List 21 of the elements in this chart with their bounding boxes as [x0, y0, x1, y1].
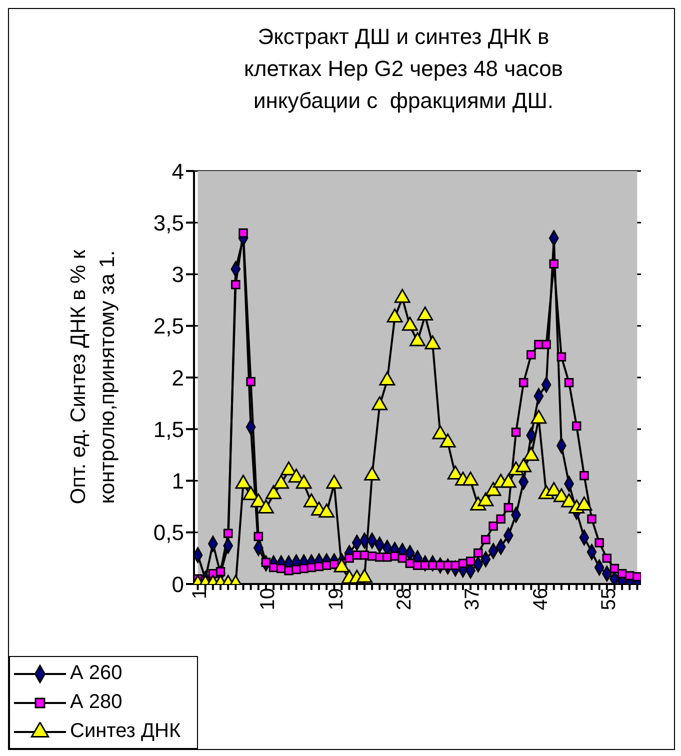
legend-label: А 280: [70, 691, 122, 714]
x-tick-label: 37: [462, 588, 484, 610]
y-tick-label: 3: [172, 262, 184, 288]
y-tick-label: 2,5: [153, 314, 184, 339]
x-tick-label: 19: [325, 588, 348, 610]
y-tick-label: 1: [172, 468, 184, 494]
y-tick-label: 4: [172, 158, 184, 184]
y-tick-label: 1,5: [153, 416, 184, 442]
y-tick-label: 0,5: [153, 520, 184, 546]
chart-title: Экстракт ДШ и синтез ДНК в клетках Hep G2 через 48 часов инкубации с фракциями ДШ.: [242, 23, 564, 115]
x-tick-label: 55: [598, 588, 620, 610]
x-tick-label: 10: [257, 588, 280, 610]
x-tick-label: 46: [530, 588, 552, 610]
y-tick-label: 2: [172, 365, 184, 390]
legend-label: Синтез ДНК: [70, 720, 181, 743]
y-tick-label: 0: [172, 572, 184, 597]
y-tick-label: 3,5: [153, 210, 184, 236]
y-axis-title: Опт. ед. Синтез ДНК в % к контролю,принятому за 1.: [66, 248, 120, 506]
legend-label: А 260: [70, 662, 122, 685]
x-tick-label: 1: [188, 588, 211, 600]
x-tick-label: 28: [394, 588, 416, 610]
